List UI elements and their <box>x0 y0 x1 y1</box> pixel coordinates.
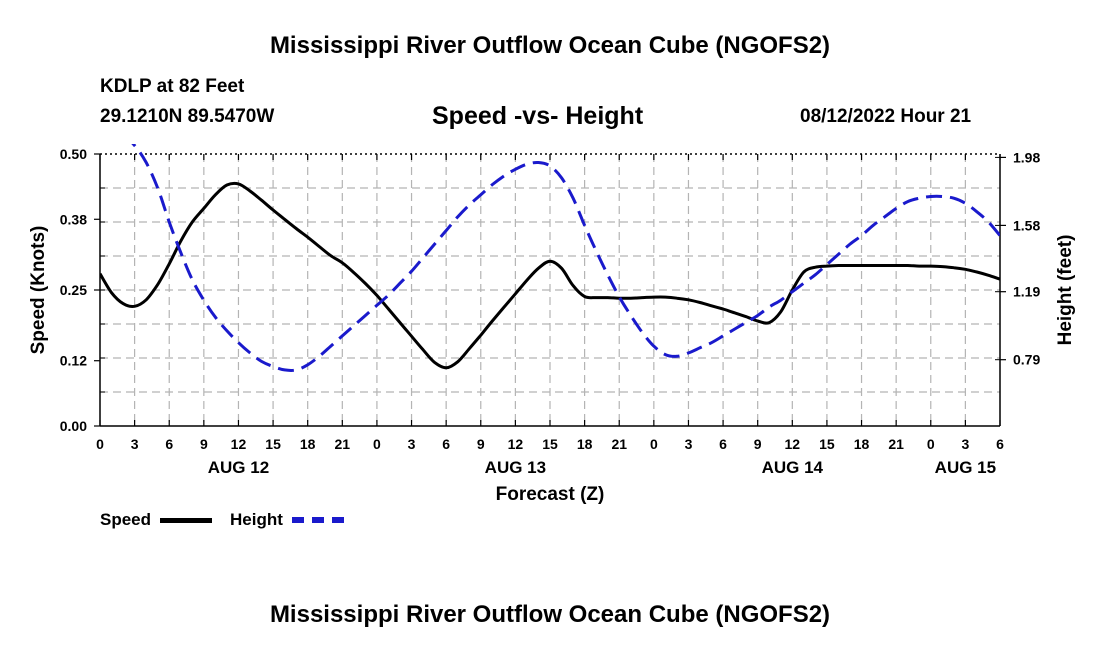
y-tick-label: 0.50 <box>60 146 87 162</box>
x-tick-label: 3 <box>131 436 139 452</box>
legend-speed-label: Speed <box>100 510 152 529</box>
x-tick-label: 21 <box>611 436 627 452</box>
x-tick-label: 18 <box>854 436 870 452</box>
date-label: AUG 13 <box>485 458 546 477</box>
chart-grid <box>100 154 1000 426</box>
y2-axis-title: Height (feet) <box>1055 235 1076 346</box>
x-tick-label: 0 <box>373 436 381 452</box>
page-title: Mississippi River Outflow Ocean Cube (NG… <box>269 32 831 59</box>
date-label: AUG 15 <box>935 458 996 477</box>
x-tick-label: 12 <box>231 436 247 452</box>
y-tick-label: 0.38 <box>60 211 87 227</box>
chart-subtitle: Speed -vs- Height <box>432 102 644 130</box>
legend-height-label: Height <box>230 510 283 529</box>
y-tick-label: 0.25 <box>60 282 87 298</box>
bottom-title: Mississippi River Outflow Ocean Cube (NG… <box>269 601 831 628</box>
y2-tick-label: 1.98 <box>1013 149 1040 165</box>
chart-series <box>100 144 1000 372</box>
y2-tick-label: 0.79 <box>1013 352 1040 368</box>
date-label: AUG 12 <box>208 458 269 477</box>
x-tick-label: 9 <box>200 436 208 452</box>
x-tick-label: 6 <box>165 436 173 452</box>
x-tick-label: 12 <box>508 436 524 452</box>
station-label: KDLP at 82 Feet <box>100 76 245 97</box>
x-tick-label: 9 <box>754 436 762 452</box>
date-label: AUG 14 <box>762 458 824 477</box>
x-tick-label: 3 <box>685 436 693 452</box>
x-tick-label: 9 <box>477 436 485 452</box>
series-height-line <box>131 144 1000 372</box>
y-axis-title: Speed (Knots) <box>28 226 49 355</box>
x-tick-label: 3 <box>408 436 416 452</box>
x-tick-label: 21 <box>335 436 351 452</box>
x-tick-label: 6 <box>719 436 727 452</box>
chart-ticks <box>94 153 1006 427</box>
y-tick-label: 0.12 <box>60 353 87 369</box>
x-tick-label: 6 <box>996 436 1004 452</box>
y2-tick-label: 1.58 <box>1013 217 1040 233</box>
y2-tick-label: 1.19 <box>1013 284 1040 300</box>
x-tick-label: 0 <box>96 436 104 452</box>
x-tick-label: 15 <box>819 436 835 452</box>
x-tick-label: 18 <box>300 436 316 452</box>
x-axis-title: Forecast (Z) <box>496 484 605 505</box>
chart-labels: 0 3 6 9 12 15 18 21 0 3 6 9 12 15 18 21 0 3 6 9 12 15 18 21 0 3 6A… <box>28 146 1076 505</box>
y-tick-label: 0.00 <box>60 418 87 434</box>
x-tick-label: 3 <box>961 436 969 452</box>
x-tick-label: 12 <box>785 436 801 452</box>
x-tick-label: 15 <box>542 436 558 452</box>
legend-speed-swatch <box>160 518 212 523</box>
forecast-timestamp: 08/12/2022 Hour 21 <box>800 106 972 127</box>
x-tick-label: 21 <box>888 436 904 452</box>
coordinates-label: 29.1210N 89.5470W <box>100 106 275 127</box>
x-tick-label: 0 <box>650 436 658 452</box>
series-speed-line <box>100 181 1000 370</box>
x-tick-label: 6 <box>442 436 450 452</box>
x-tick-label: 18 <box>577 436 593 452</box>
x-tick-label: 15 <box>265 436 281 452</box>
legend-height-swatch <box>292 517 344 523</box>
x-tick-label: 0 <box>927 436 935 452</box>
